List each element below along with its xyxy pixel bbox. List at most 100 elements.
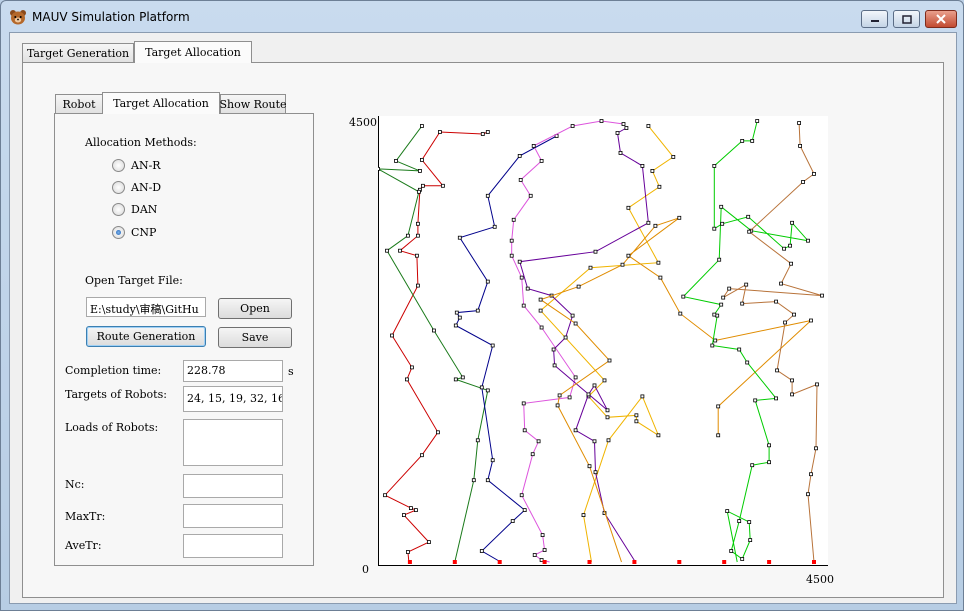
radio-circle-selected[interactable]: [112, 225, 125, 239]
radio-dan[interactable]: DAN: [112, 202, 157, 216]
target-point: [385, 248, 389, 253]
target-point: [782, 246, 787, 251]
target-point: [681, 294, 686, 299]
target-point: [640, 164, 645, 168]
target-point: [677, 215, 682, 220]
target-point: [521, 401, 526, 406]
radio-circle[interactable]: [112, 202, 125, 216]
target-point: [588, 265, 593, 270]
targets-of-robots-field[interactable]: 24, 15, 19, 32, 16,: [183, 386, 283, 412]
nc-field[interactable]: [183, 474, 283, 498]
target-point: [417, 189, 421, 194]
route-line-4: [511, 120, 624, 563]
target-point: [712, 312, 717, 317]
tab-show-route[interactable]: Show Route: [219, 94, 287, 114]
target-point: [806, 238, 810, 243]
target-point: [416, 283, 420, 288]
target-point: [492, 224, 497, 229]
target-point: [602, 378, 607, 383]
target-point: [490, 458, 495, 463]
window-title: MAUV Simulation Platform: [32, 10, 190, 24]
target-point: [640, 394, 645, 399]
file-path-input[interactable]: E:\study\审稿\GitHu: [86, 297, 206, 317]
target-point: [519, 275, 524, 280]
nc-label: Nc:: [65, 478, 85, 491]
radio-an-r[interactable]: AN-R: [112, 158, 161, 172]
target-point: [656, 433, 661, 438]
minimize-button[interactable]: [861, 10, 888, 28]
target-point: [593, 249, 598, 254]
route-line-2: [378, 125, 489, 563]
target-point: [539, 159, 544, 163]
target-point: [806, 492, 810, 497]
target-point: [573, 321, 578, 326]
target-point: [416, 233, 420, 238]
y-axis-max-tick: 4500: [349, 116, 377, 129]
target-point: [538, 308, 543, 313]
close-button[interactable]: [925, 10, 957, 28]
target-point: [653, 223, 658, 228]
radio-circle[interactable]: [112, 158, 125, 172]
route-line-7: [539, 217, 813, 563]
target-point: [789, 261, 794, 266]
targets-of-robots-label: Targets of Robots:: [65, 388, 167, 401]
target-point: [712, 226, 717, 231]
target-point: [814, 446, 818, 451]
target-point: [532, 553, 537, 557]
tab-inner-target-allocation[interactable]: Target Allocation: [102, 92, 220, 114]
target-point: [414, 508, 418, 513]
target-point: [587, 464, 592, 469]
route-generation-button[interactable]: Route Generation: [86, 326, 206, 347]
radio-cnp[interactable]: CNP: [112, 225, 156, 239]
open-button[interactable]: Open: [218, 298, 292, 319]
completion-time-field[interactable]: 228.78: [183, 360, 283, 382]
radio-label: AN-D: [131, 180, 162, 194]
target-point: [471, 478, 476, 483]
loads-of-robots-field[interactable]: [183, 419, 283, 466]
target-point: [475, 438, 480, 443]
maximize-button[interactable]: [893, 10, 920, 28]
target-point: [521, 303, 526, 308]
target-point: [605, 408, 610, 413]
target-point: [792, 312, 797, 317]
target-point: [740, 301, 745, 306]
target-point: [420, 453, 424, 458]
radio-circle[interactable]: [112, 180, 125, 194]
target-point: [441, 183, 445, 188]
radio-an-d[interactable]: AN-D: [112, 180, 161, 194]
target-point: [519, 493, 524, 498]
target-point: [453, 323, 458, 328]
target-point: [573, 428, 578, 433]
target-point: [727, 286, 732, 291]
robot-depot: [677, 560, 682, 564]
target-point: [567, 395, 572, 400]
tab-target-allocation[interactable]: Target Allocation: [134, 41, 252, 63]
tab-robot[interactable]: Robot: [55, 94, 103, 114]
tab-target-generation[interactable]: Target Generation: [22, 43, 134, 63]
target-point: [809, 472, 813, 477]
save-button[interactable]: Save: [218, 327, 292, 348]
target-point: [719, 302, 724, 307]
target-point: [812, 172, 816, 176]
target-point: [626, 253, 631, 258]
target-point: [618, 151, 623, 155]
target-point: [606, 438, 611, 443]
avetr-field[interactable]: [183, 534, 283, 558]
target-point: [716, 433, 721, 438]
x-axis-max-tick: 4500: [806, 573, 834, 586]
maxtr-field[interactable]: [183, 504, 283, 528]
target-point: [540, 533, 545, 538]
radio-label: AN-R: [131, 158, 161, 172]
target-point: [485, 388, 490, 393]
target-point: [720, 221, 725, 226]
target-point: [485, 130, 490, 134]
target-point: [479, 385, 484, 390]
target-point: [775, 368, 780, 373]
target-point: [563, 335, 568, 340]
completion-unit: s: [288, 365, 294, 378]
target-point: [436, 430, 440, 435]
target-point: [490, 343, 495, 348]
target-point: [650, 169, 655, 173]
target-point: [721, 295, 726, 300]
target-point: [767, 443, 772, 448]
